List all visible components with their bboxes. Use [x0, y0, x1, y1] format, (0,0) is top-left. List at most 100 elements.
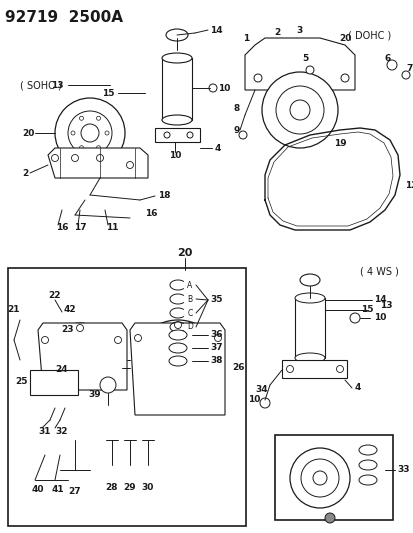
Text: B: B: [187, 295, 192, 303]
Text: 4: 4: [214, 143, 221, 152]
Circle shape: [81, 124, 99, 142]
Circle shape: [51, 155, 58, 161]
Circle shape: [71, 131, 75, 135]
Ellipse shape: [358, 475, 376, 485]
Circle shape: [209, 84, 216, 92]
Ellipse shape: [299, 274, 319, 286]
Text: 7: 7: [405, 63, 411, 72]
Text: 27: 27: [69, 488, 81, 497]
Text: 40: 40: [32, 486, 44, 495]
Text: 10: 10: [169, 150, 181, 159]
Circle shape: [324, 513, 334, 523]
Text: 10: 10: [373, 313, 385, 322]
Text: 2: 2: [22, 168, 28, 177]
Text: 28: 28: [105, 483, 118, 492]
Circle shape: [312, 471, 326, 485]
Text: 9: 9: [233, 125, 240, 134]
Text: 29: 29: [123, 483, 136, 492]
Circle shape: [254, 74, 261, 82]
Circle shape: [164, 132, 170, 138]
Circle shape: [60, 335, 100, 375]
Text: 21: 21: [8, 305, 20, 314]
Ellipse shape: [358, 445, 376, 455]
Text: 92719  2500A: 92719 2500A: [5, 10, 123, 25]
Text: 1: 1: [242, 34, 249, 43]
Circle shape: [126, 161, 133, 168]
Circle shape: [386, 60, 396, 70]
Text: 4: 4: [354, 384, 361, 392]
Text: 12: 12: [404, 181, 413, 190]
Text: 23: 23: [62, 326, 74, 335]
Text: ( 4 WS ): ( 4 WS ): [359, 267, 398, 277]
Text: A: A: [187, 280, 192, 289]
Circle shape: [300, 459, 338, 497]
Circle shape: [79, 146, 83, 150]
Text: 24: 24: [56, 366, 68, 375]
Text: 39: 39: [88, 391, 101, 400]
Text: 35: 35: [209, 295, 222, 304]
Circle shape: [72, 347, 88, 363]
Circle shape: [96, 155, 103, 161]
Ellipse shape: [166, 29, 188, 41]
Bar: [274, 435, 392, 520]
Circle shape: [134, 335, 141, 342]
Text: 14: 14: [373, 295, 386, 304]
Text: 34: 34: [255, 385, 267, 394]
Circle shape: [259, 398, 269, 408]
Circle shape: [41, 336, 48, 343]
Text: 17: 17: [74, 223, 86, 232]
Ellipse shape: [358, 460, 376, 470]
Text: 33: 33: [396, 465, 408, 474]
Circle shape: [105, 131, 109, 135]
Circle shape: [96, 146, 100, 150]
Text: 41: 41: [52, 486, 64, 495]
Circle shape: [289, 448, 349, 508]
Text: 42: 42: [64, 305, 76, 314]
Ellipse shape: [294, 293, 324, 303]
Circle shape: [340, 74, 348, 82]
Circle shape: [214, 335, 221, 342]
Text: 16: 16: [56, 223, 68, 232]
Text: 15: 15: [361, 305, 373, 314]
Text: 13: 13: [51, 80, 64, 90]
Text: ( DOHC ): ( DOHC ): [347, 30, 390, 40]
Text: 26: 26: [231, 364, 244, 373]
Bar: [154, 128, 199, 142]
Text: 10: 10: [247, 395, 259, 405]
Text: 25: 25: [16, 377, 28, 386]
Circle shape: [349, 313, 359, 323]
Circle shape: [76, 325, 83, 332]
Circle shape: [55, 98, 125, 168]
Text: 5: 5: [301, 53, 307, 62]
Bar: [161, 58, 192, 120]
Circle shape: [133, 320, 223, 410]
Text: 10: 10: [218, 84, 230, 93]
Text: 3: 3: [296, 26, 302, 35]
Circle shape: [114, 336, 121, 343]
Circle shape: [187, 132, 192, 138]
Circle shape: [261, 72, 337, 148]
Circle shape: [174, 321, 181, 328]
Text: 6: 6: [384, 53, 390, 62]
Circle shape: [48, 323, 112, 387]
Text: 36: 36: [209, 330, 222, 340]
Text: 32: 32: [56, 427, 68, 437]
Circle shape: [401, 71, 409, 79]
Bar: [30, 370, 78, 395]
Circle shape: [150, 337, 206, 393]
Text: 38: 38: [209, 357, 222, 366]
Circle shape: [289, 100, 309, 120]
Text: 20: 20: [177, 248, 192, 258]
Text: 20: 20: [22, 128, 34, 138]
Text: 15: 15: [102, 88, 115, 98]
Circle shape: [100, 377, 116, 393]
Text: D: D: [187, 322, 192, 332]
Bar: [294, 298, 324, 358]
Ellipse shape: [169, 343, 187, 353]
Polygon shape: [48, 148, 147, 178]
Circle shape: [238, 131, 247, 139]
Ellipse shape: [161, 53, 192, 63]
Ellipse shape: [161, 115, 192, 125]
Text: 13: 13: [379, 301, 392, 310]
Text: 14: 14: [209, 26, 222, 35]
